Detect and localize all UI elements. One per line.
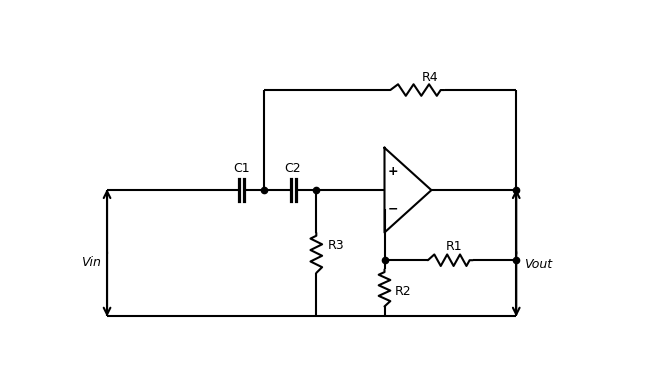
Text: R1: R1 — [446, 240, 463, 253]
Text: R3: R3 — [328, 239, 345, 252]
Text: C2: C2 — [285, 162, 301, 175]
Text: Vout: Vout — [524, 258, 552, 271]
Text: −: − — [388, 203, 398, 216]
Text: C1: C1 — [233, 162, 249, 175]
Text: +: + — [388, 165, 398, 178]
Text: R4: R4 — [421, 71, 438, 84]
Text: R2: R2 — [395, 285, 411, 298]
Text: Vin: Vin — [81, 256, 101, 269]
